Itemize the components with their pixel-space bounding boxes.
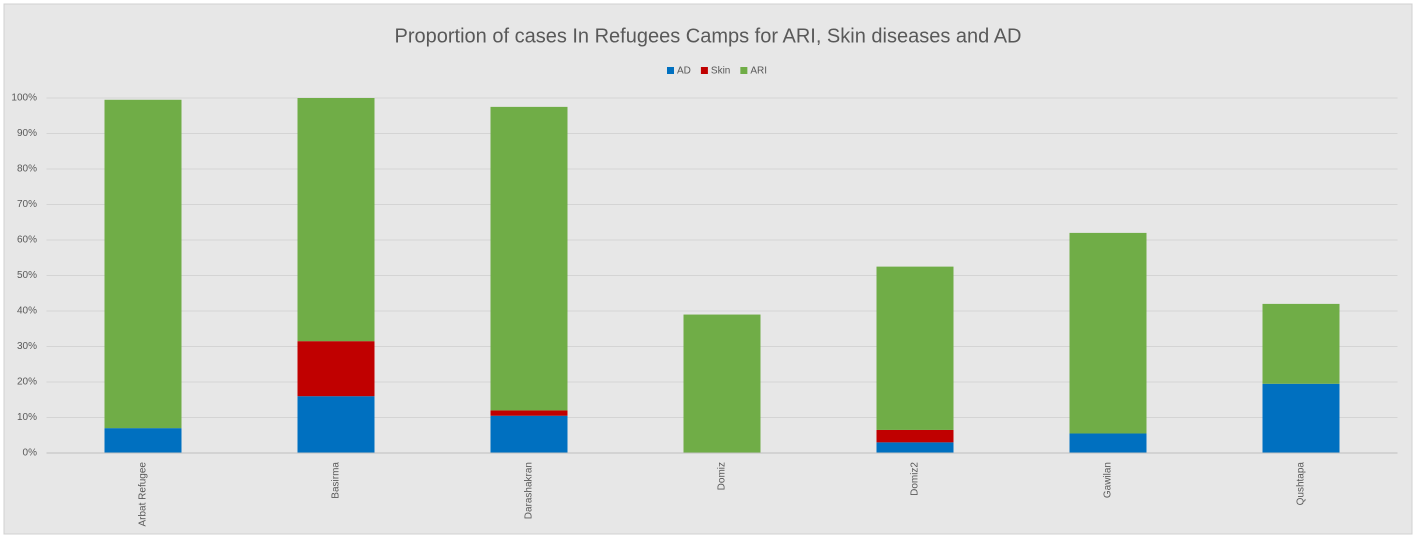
bar-segment — [1262, 303, 1340, 384]
bar-segment — [1069, 433, 1147, 453]
legend-swatch — [667, 67, 674, 74]
bar-segment — [104, 99, 182, 429]
x-tick-label: Domiz2 — [910, 462, 921, 496]
y-tick-label: 50% — [17, 270, 37, 281]
x-tick-label: Gawilan — [1103, 462, 1114, 498]
chart-background — [3, 3, 1413, 535]
x-tick-label: Darashakran — [524, 462, 535, 519]
y-tick-label: 40% — [17, 306, 37, 317]
y-tick-label: 100% — [11, 93, 37, 104]
legend-swatch — [740, 67, 748, 74]
y-tick-label: 60% — [17, 235, 37, 246]
x-tick-label: Arbat Refugee — [138, 462, 149, 527]
y-tick-label: 90% — [17, 128, 37, 139]
bar-segment — [876, 266, 954, 430]
x-tick-label: Domiz — [717, 462, 728, 490]
legend-label: ARI — [750, 66, 767, 77]
bar-segment — [1262, 383, 1340, 453]
legend-label: Skin — [711, 66, 730, 77]
y-tick-label: 20% — [17, 377, 37, 388]
y-tick-label: 70% — [17, 199, 37, 210]
bar-segment — [297, 396, 375, 453]
bar-segment — [876, 442, 954, 453]
bar-segment — [297, 341, 375, 397]
x-tick-label: Basirma — [331, 462, 342, 499]
y-tick-label: 0% — [23, 448, 38, 459]
y-tick-label: 10% — [17, 412, 37, 423]
y-tick-label: 30% — [17, 341, 37, 352]
bar-segment — [490, 106, 568, 411]
bar-segment — [683, 314, 761, 453]
legend-label: AD — [677, 66, 691, 77]
x-tick-label: Qushtapa — [1296, 462, 1307, 506]
bar-segment — [297, 98, 375, 342]
legend-swatch — [700, 67, 708, 74]
bar-segment — [876, 429, 954, 443]
y-tick-label: 80% — [17, 164, 37, 175]
chart-title: Proportion of cases In Refugees Camps fo… — [395, 25, 1022, 47]
bar-segment — [1069, 232, 1147, 434]
bar-segment — [104, 428, 182, 453]
bar-segment — [490, 410, 568, 416]
bar-segment — [490, 415, 568, 453]
